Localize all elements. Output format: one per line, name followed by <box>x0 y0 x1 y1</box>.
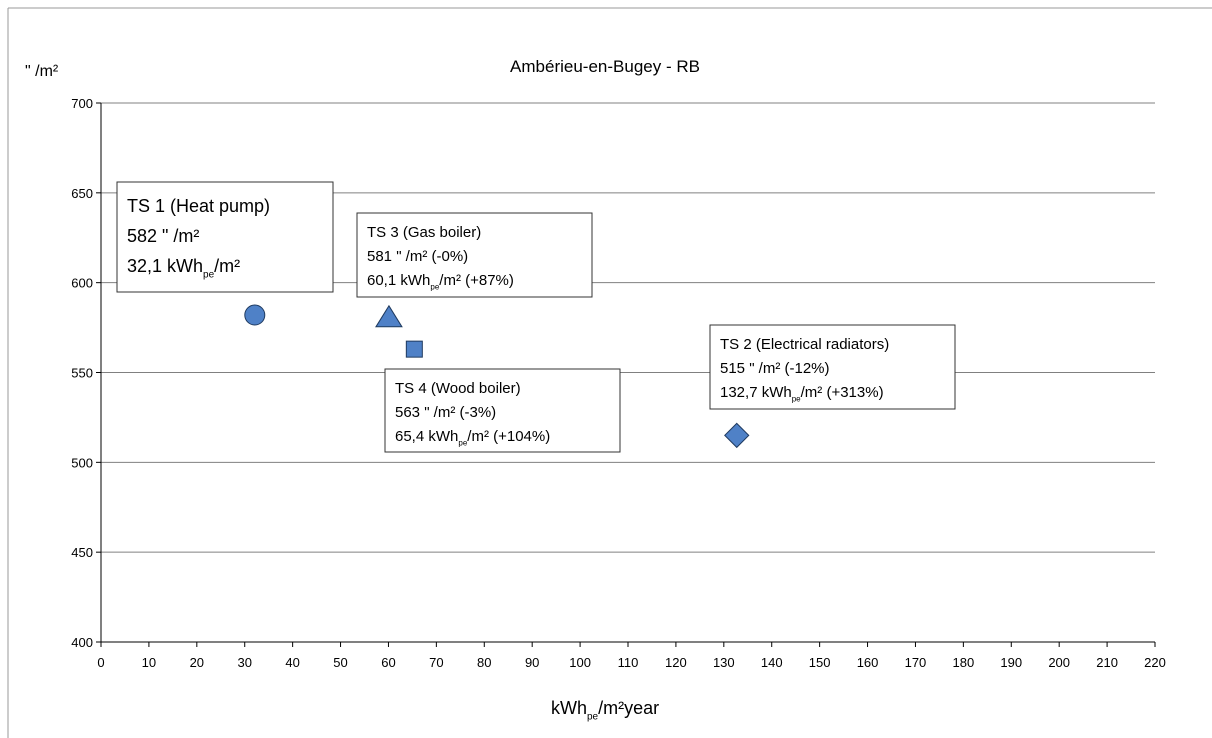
x-tick-label: 120 <box>665 655 687 670</box>
value-label: 582 " /m² <box>127 226 199 246</box>
point <box>375 304 403 328</box>
x-tick-label: 50 <box>333 655 347 670</box>
subscript: pe <box>792 395 801 404</box>
x-tick-label: 210 <box>1096 655 1118 670</box>
text-part: /m² <box>214 256 240 276</box>
text-part: 563 " /m² (-3%) <box>395 404 496 421</box>
x-tick-label: 60 <box>381 655 395 670</box>
value-label: 32,1 kWhpe/m² <box>127 256 240 280</box>
annotation-box <box>116 181 334 293</box>
x-axis-label: kWhpe/m²year <box>551 698 659 722</box>
x-tick-label: 20 <box>190 655 204 670</box>
value-label: 515 " /m² (-12%) <box>720 360 830 377</box>
text-part: kWh <box>551 698 587 718</box>
series-name: TS 2 (Electrical radiators) <box>720 336 889 353</box>
text-part: /m²year <box>598 698 659 718</box>
y-axis-label: " /m² <box>25 63 59 80</box>
annotation-box <box>709 324 956 410</box>
text-part: 60,1 kWh <box>367 272 430 289</box>
y-tick-label: 550 <box>71 366 93 381</box>
text-part: /m² (+87%) <box>439 272 514 289</box>
value-label: 132,7 kWhpe/m² (+313%) <box>720 384 884 404</box>
subscript: pe <box>430 283 439 292</box>
point <box>724 422 750 449</box>
annotation-box <box>384 368 621 453</box>
text-part: 515 " /m² (-12%) <box>720 360 830 377</box>
x-tick-label: 180 <box>953 655 975 670</box>
x-tick-label: 190 <box>1000 655 1022 670</box>
x-tick-label: 200 <box>1048 655 1070 670</box>
text-part: 581 " /m² (-0%) <box>367 248 468 265</box>
value-label: 60,1 kWhpe/m² (+87%) <box>367 272 514 292</box>
text-part: 132,7 kWh <box>720 384 792 401</box>
y-tick-label: 650 <box>71 186 93 201</box>
x-tick-label: 140 <box>761 655 783 670</box>
x-tick-label: 30 <box>237 655 251 670</box>
subscript: pe <box>587 711 599 722</box>
x-tick-label: 0 <box>97 655 104 670</box>
x-tick-label: 80 <box>477 655 491 670</box>
series-name: TS 3 (Gas boiler) <box>367 224 481 241</box>
value-label: 563 " /m² (-3%) <box>395 404 496 421</box>
x-tick-label: 130 <box>713 655 735 670</box>
value-label: 65,4 kWhpe/m² (+104%) <box>395 428 550 448</box>
text-part: 582 " /m² <box>127 226 199 246</box>
x-tick-label: 160 <box>857 655 879 670</box>
x-tick-label: 170 <box>905 655 927 670</box>
x-tick-label: 90 <box>525 655 539 670</box>
y-tick-label: 700 <box>71 96 93 111</box>
x-tick-label: 70 <box>429 655 443 670</box>
x-tick-label: 40 <box>285 655 299 670</box>
x-tick-label: 150 <box>809 655 831 670</box>
y-tick-label: 500 <box>71 455 93 470</box>
y-tick-label: 600 <box>71 276 93 291</box>
annotation-box <box>356 212 593 298</box>
subscript: pe <box>458 439 467 448</box>
text-part: /m² (+313%) <box>801 384 884 401</box>
text-part: /m² (+104%) <box>467 428 550 445</box>
series-name: TS 1 (Heat pump) <box>127 196 270 216</box>
x-tick-label: 10 <box>142 655 156 670</box>
point <box>405 340 423 358</box>
chart-title: Ambérieu-en-Bugey - RB <box>510 57 700 76</box>
text-part: 32,1 kWh <box>127 256 203 276</box>
point <box>244 304 266 326</box>
y-tick-label: 400 <box>71 635 93 650</box>
text-part: 65,4 kWh <box>395 428 458 445</box>
x-tick-label: 220 <box>1144 655 1166 670</box>
series-name: TS 4 (Wood boiler) <box>395 380 521 397</box>
subscript: pe <box>203 269 215 280</box>
x-tick-label: 100 <box>569 655 591 670</box>
y-tick-label: 450 <box>71 545 93 560</box>
x-tick-label: 110 <box>618 655 639 670</box>
value-label: 581 " /m² (-0%) <box>367 248 468 265</box>
